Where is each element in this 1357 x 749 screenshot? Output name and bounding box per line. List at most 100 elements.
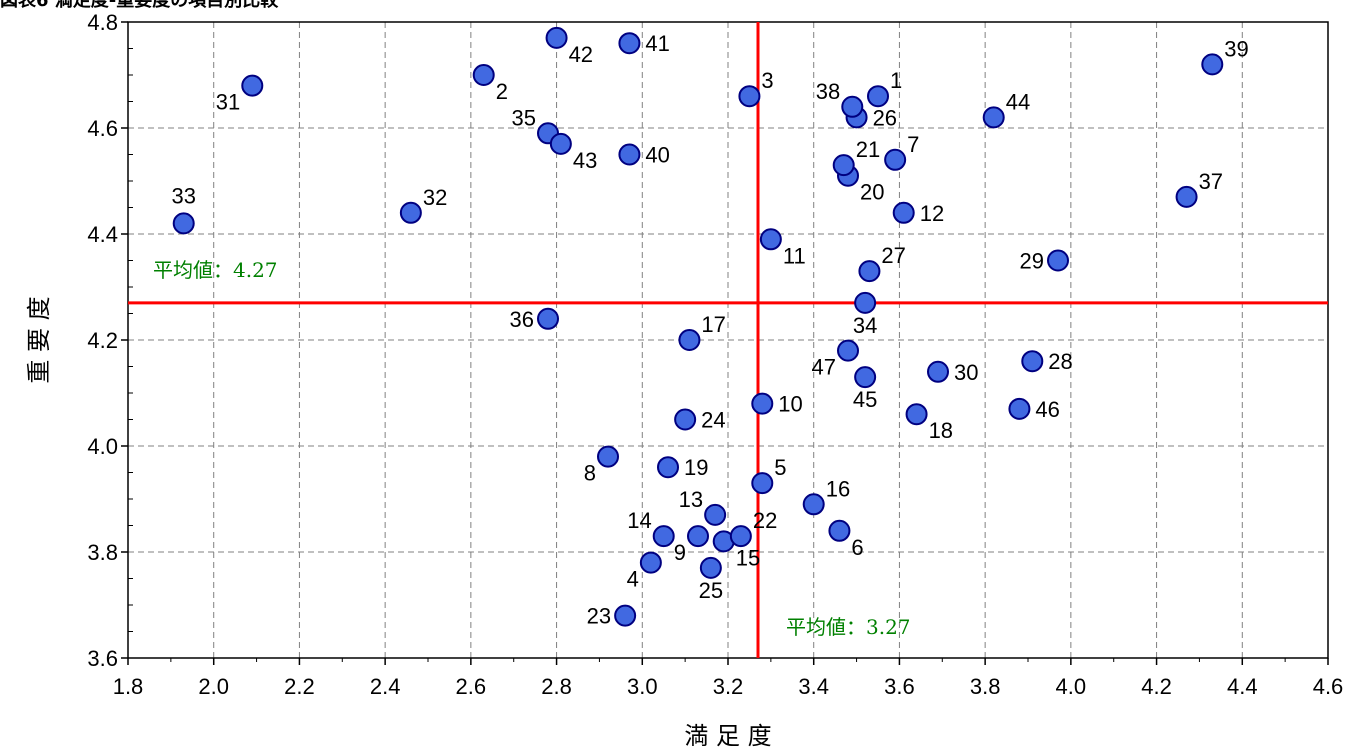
data-point-label-13: 13 <box>679 487 703 512</box>
data-point-43 <box>549 132 572 155</box>
x-tick-label: 4.2 <box>1141 674 1172 699</box>
y-axis-title: 重 要 度 <box>25 296 53 383</box>
data-point-label-36: 36 <box>510 307 534 332</box>
data-point-label-17: 17 <box>701 312 725 337</box>
y-tick-label: 4.4 <box>87 222 118 247</box>
data-point-24 <box>674 408 697 431</box>
data-points: 12 34567891011121314151617181920212223242… <box>171 26 1249 629</box>
data-point-11 <box>759 228 782 251</box>
data-point-19 <box>657 456 679 479</box>
data-point-44 <box>982 106 1005 129</box>
data-point-41 <box>618 32 641 55</box>
data-point-42 <box>545 26 568 49</box>
data-point-label-2: 2 <box>496 79 508 104</box>
x-tick-label: 3.8 <box>970 674 1001 699</box>
data-point-label-21: 21 <box>856 137 880 162</box>
data-point-25 <box>699 556 722 579</box>
data-point-36 <box>537 307 559 330</box>
data-point-label-12: 12 <box>920 201 944 226</box>
data-point-label-25: 25 <box>699 578 723 603</box>
data-point-label-10: 10 <box>778 392 802 417</box>
data-point-label-34: 34 <box>853 313 877 338</box>
data-point-17 <box>678 329 701 351</box>
data-point-label-43: 43 <box>573 148 597 173</box>
x-tick-label: 2.2 <box>284 674 315 699</box>
data-point-9 <box>687 525 709 548</box>
data-point-label-33: 33 <box>171 183 195 208</box>
data-point-5 <box>751 472 774 495</box>
data-point-label-31: 31 <box>216 90 240 115</box>
data-point-46 <box>1008 397 1031 420</box>
x-tick-label: 2.0 <box>198 674 229 699</box>
x-tick-label: 2.4 <box>370 674 401 699</box>
data-point-label-47: 47 <box>812 355 836 380</box>
data-point-label-14: 14 <box>627 508 651 533</box>
average-y-label: 平均値：4.27 <box>153 258 278 282</box>
data-point-3 <box>738 85 761 108</box>
x-tick-label: 2.8 <box>541 674 572 699</box>
data-point-22 <box>729 525 752 548</box>
data-point-label-45: 45 <box>853 387 877 412</box>
data-point-45 <box>854 366 877 389</box>
y-tick-label: 4.0 <box>87 434 118 459</box>
grid <box>128 22 1328 658</box>
data-point-40 <box>618 143 641 166</box>
x-tick-label: 4.0 <box>1056 674 1087 699</box>
data-point-label-32: 32 <box>423 185 447 210</box>
x-tick-label: 3.0 <box>627 674 658 699</box>
data-point-7 <box>884 148 907 171</box>
data-point-label-37: 37 <box>1199 169 1223 194</box>
data-point-10 <box>751 392 774 415</box>
data-point-label-8: 8 <box>584 461 596 486</box>
data-point-label-20: 20 <box>860 180 884 205</box>
data-point-label-29: 29 <box>1020 249 1044 274</box>
data-point-label-39: 39 <box>1224 36 1248 61</box>
data-point-31 <box>241 74 264 97</box>
data-point-label-27: 27 <box>881 243 905 268</box>
data-point-label-18: 18 <box>929 418 953 443</box>
data-point-label-9: 9 <box>674 540 686 565</box>
data-point-39 <box>1201 53 1224 76</box>
data-point-30 <box>927 360 949 383</box>
data-point-label-4: 4 <box>627 567 639 592</box>
page-title: 図表6 満足度-重要度の項目別比較 <box>0 0 279 11</box>
data-point-label-3: 3 <box>761 68 773 93</box>
data-point-4 <box>639 551 662 574</box>
x-axis-title: 満 足 度 <box>684 722 771 749</box>
x-tick-label: 1.8 <box>113 674 144 699</box>
data-point-label-46: 46 <box>1035 397 1059 422</box>
x-tick-label: 4.6 <box>1313 674 1344 699</box>
data-point-28 <box>1021 350 1044 373</box>
data-point-8 <box>597 445 619 468</box>
data-point-16 <box>802 493 825 516</box>
data-point-label-15: 15 <box>736 545 760 570</box>
y-tick-label: 3.6 <box>87 646 118 671</box>
y-tick-label: 4.2 <box>87 328 118 353</box>
data-point-1 <box>867 85 889 108</box>
y-tick-label: 3.8 <box>87 540 118 565</box>
x-tick-label: 3.4 <box>798 674 829 699</box>
data-point-label-26: 26 <box>873 105 897 130</box>
data-point-label-19: 19 <box>684 455 708 480</box>
x-tick-label: 2.6 <box>456 674 487 699</box>
data-point-21 <box>832 154 855 177</box>
data-point-label-22: 22 <box>753 508 777 533</box>
data-point-label-6: 6 <box>851 535 863 560</box>
data-point-label-30: 30 <box>954 360 978 385</box>
data-point-18 <box>905 403 928 426</box>
axis-ticks: 1.8 2.0 2.2 2.4 2.6 2.8 3.0 3.2 3.4 3.6 3.8 4.0 4.2 4… <box>87 10 1343 699</box>
y-tick-label: 4.6 <box>87 116 118 141</box>
data-point-29 <box>1047 249 1069 272</box>
data-point-27 <box>858 260 881 283</box>
data-point-label-38: 38 <box>816 79 840 104</box>
data-point-label-42: 42 <box>569 42 593 67</box>
data-point-label-16: 16 <box>826 476 850 501</box>
data-point-6 <box>828 519 851 542</box>
data-point-label-41: 41 <box>645 31 669 56</box>
x-tick-label: 4.4 <box>1227 674 1258 699</box>
data-point-2 <box>472 64 495 86</box>
data-point-23 <box>614 604 637 627</box>
data-point-34 <box>854 291 877 314</box>
data-point-37 <box>1175 185 1198 208</box>
